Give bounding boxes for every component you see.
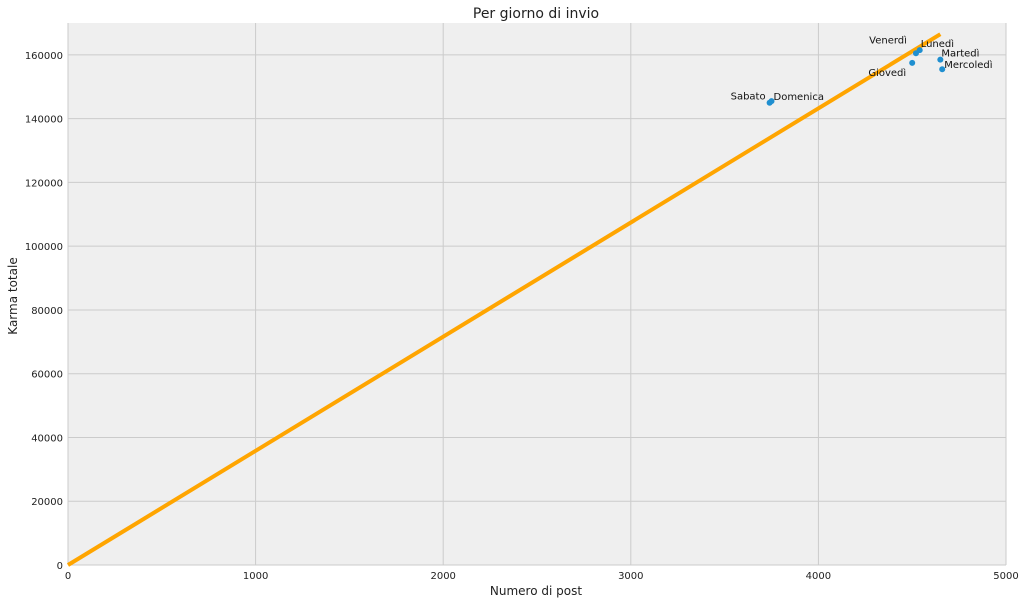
- data-point: [937, 56, 944, 63]
- x-tick-label: 3000: [618, 571, 643, 582]
- point-label: Lunedì: [921, 38, 955, 50]
- point-label: Martedì: [941, 48, 979, 60]
- data-point: [768, 98, 775, 105]
- y-tick-label: 20000: [31, 497, 63, 508]
- y-tick-label: 80000: [31, 306, 63, 317]
- point-label: Giovedì: [868, 67, 906, 79]
- point-label: Mercoledì: [944, 59, 993, 71]
- plot-area: 0 1000 2000 3000 4000 5000 0 20000 40000 60000 800…: [25, 23, 1019, 582]
- y-tick-label: 60000: [31, 370, 63, 381]
- x-tick-label: 5000: [993, 571, 1018, 582]
- x-axis-label: Numero di post: [490, 584, 582, 598]
- y-tick-label: 0: [57, 561, 63, 572]
- data-point: [939, 66, 946, 73]
- y-tick-label: 40000: [31, 433, 63, 444]
- y-tick-label: 120000: [25, 178, 63, 189]
- chart-title: Per giorno di invio: [473, 6, 599, 22]
- x-tick-label: 1000: [243, 571, 268, 582]
- point-label: Domenica: [774, 92, 824, 103]
- y-tick-label: 160000: [25, 51, 63, 62]
- trend-line: [66, 32, 942, 567]
- x-tick-label: 0: [65, 571, 71, 582]
- data-point: [909, 59, 916, 66]
- point-label: Sabato: [731, 92, 766, 103]
- data-point: [912, 50, 919, 57]
- x-tick-label: 4000: [806, 571, 831, 582]
- y-axis-label: Karma totale: [6, 257, 20, 334]
- y-tick-label: 100000: [25, 242, 63, 253]
- point-label: Venerdì: [869, 34, 907, 46]
- y-tick-label: 140000: [25, 115, 63, 126]
- x-tick-label: 2000: [430, 571, 455, 582]
- plot-background: [68, 23, 1006, 565]
